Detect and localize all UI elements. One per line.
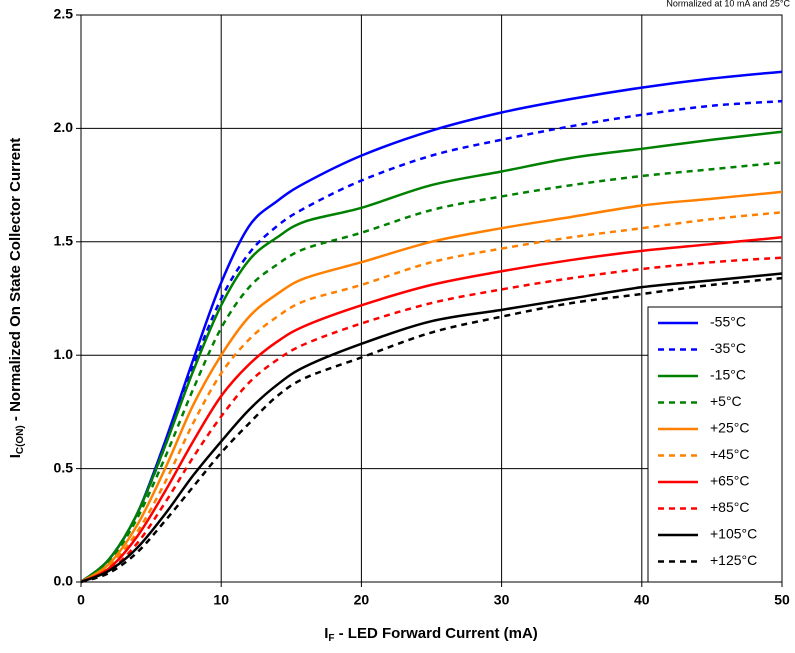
legend-label: -55°C xyxy=(710,314,746,330)
legend-label: +105°C xyxy=(710,526,757,542)
y-tick-label: 2.0 xyxy=(54,119,74,135)
legend-label: +45°C xyxy=(710,446,749,462)
series-line xyxy=(80,276,783,584)
y-tick-label: 2.5 xyxy=(54,6,74,22)
series-line xyxy=(80,211,783,584)
x-tick-label: 40 xyxy=(634,592,650,608)
x-tick-label: 50 xyxy=(774,592,790,608)
series-line xyxy=(80,256,783,584)
series-line xyxy=(80,236,783,584)
x-tick-label: 20 xyxy=(354,592,370,608)
series-line xyxy=(80,190,783,584)
y-tick-label: 0.0 xyxy=(54,573,74,589)
x-tick-label: 10 xyxy=(213,592,229,608)
x-tick-label: 0 xyxy=(77,592,85,608)
x-axis-title: IF - LED Forward Current (mA) xyxy=(324,625,538,644)
legend-label: +65°C xyxy=(710,473,749,489)
x-tick-label: 30 xyxy=(494,592,510,608)
legend-label: +5°C xyxy=(710,393,742,409)
legend-label: -15°C xyxy=(710,367,746,383)
legend-label: +25°C xyxy=(710,420,749,436)
legend-label: +85°C xyxy=(710,499,749,515)
series-line xyxy=(80,130,783,583)
series-line xyxy=(80,161,783,584)
y-tick-label: 0.5 xyxy=(54,459,74,475)
y-tick-label: 1.5 xyxy=(54,233,74,249)
legend-label: +125°C xyxy=(710,552,757,568)
annotation: Normalized at 10 mA and 25°C xyxy=(666,0,790,8)
y-tick-label: 1.0 xyxy=(54,346,74,362)
series-line xyxy=(80,272,783,584)
legend-label: -35°C xyxy=(710,340,746,356)
plot-border xyxy=(80,14,783,583)
y-axis-title: IC(ON) - Normalized On State Collector C… xyxy=(7,138,26,459)
